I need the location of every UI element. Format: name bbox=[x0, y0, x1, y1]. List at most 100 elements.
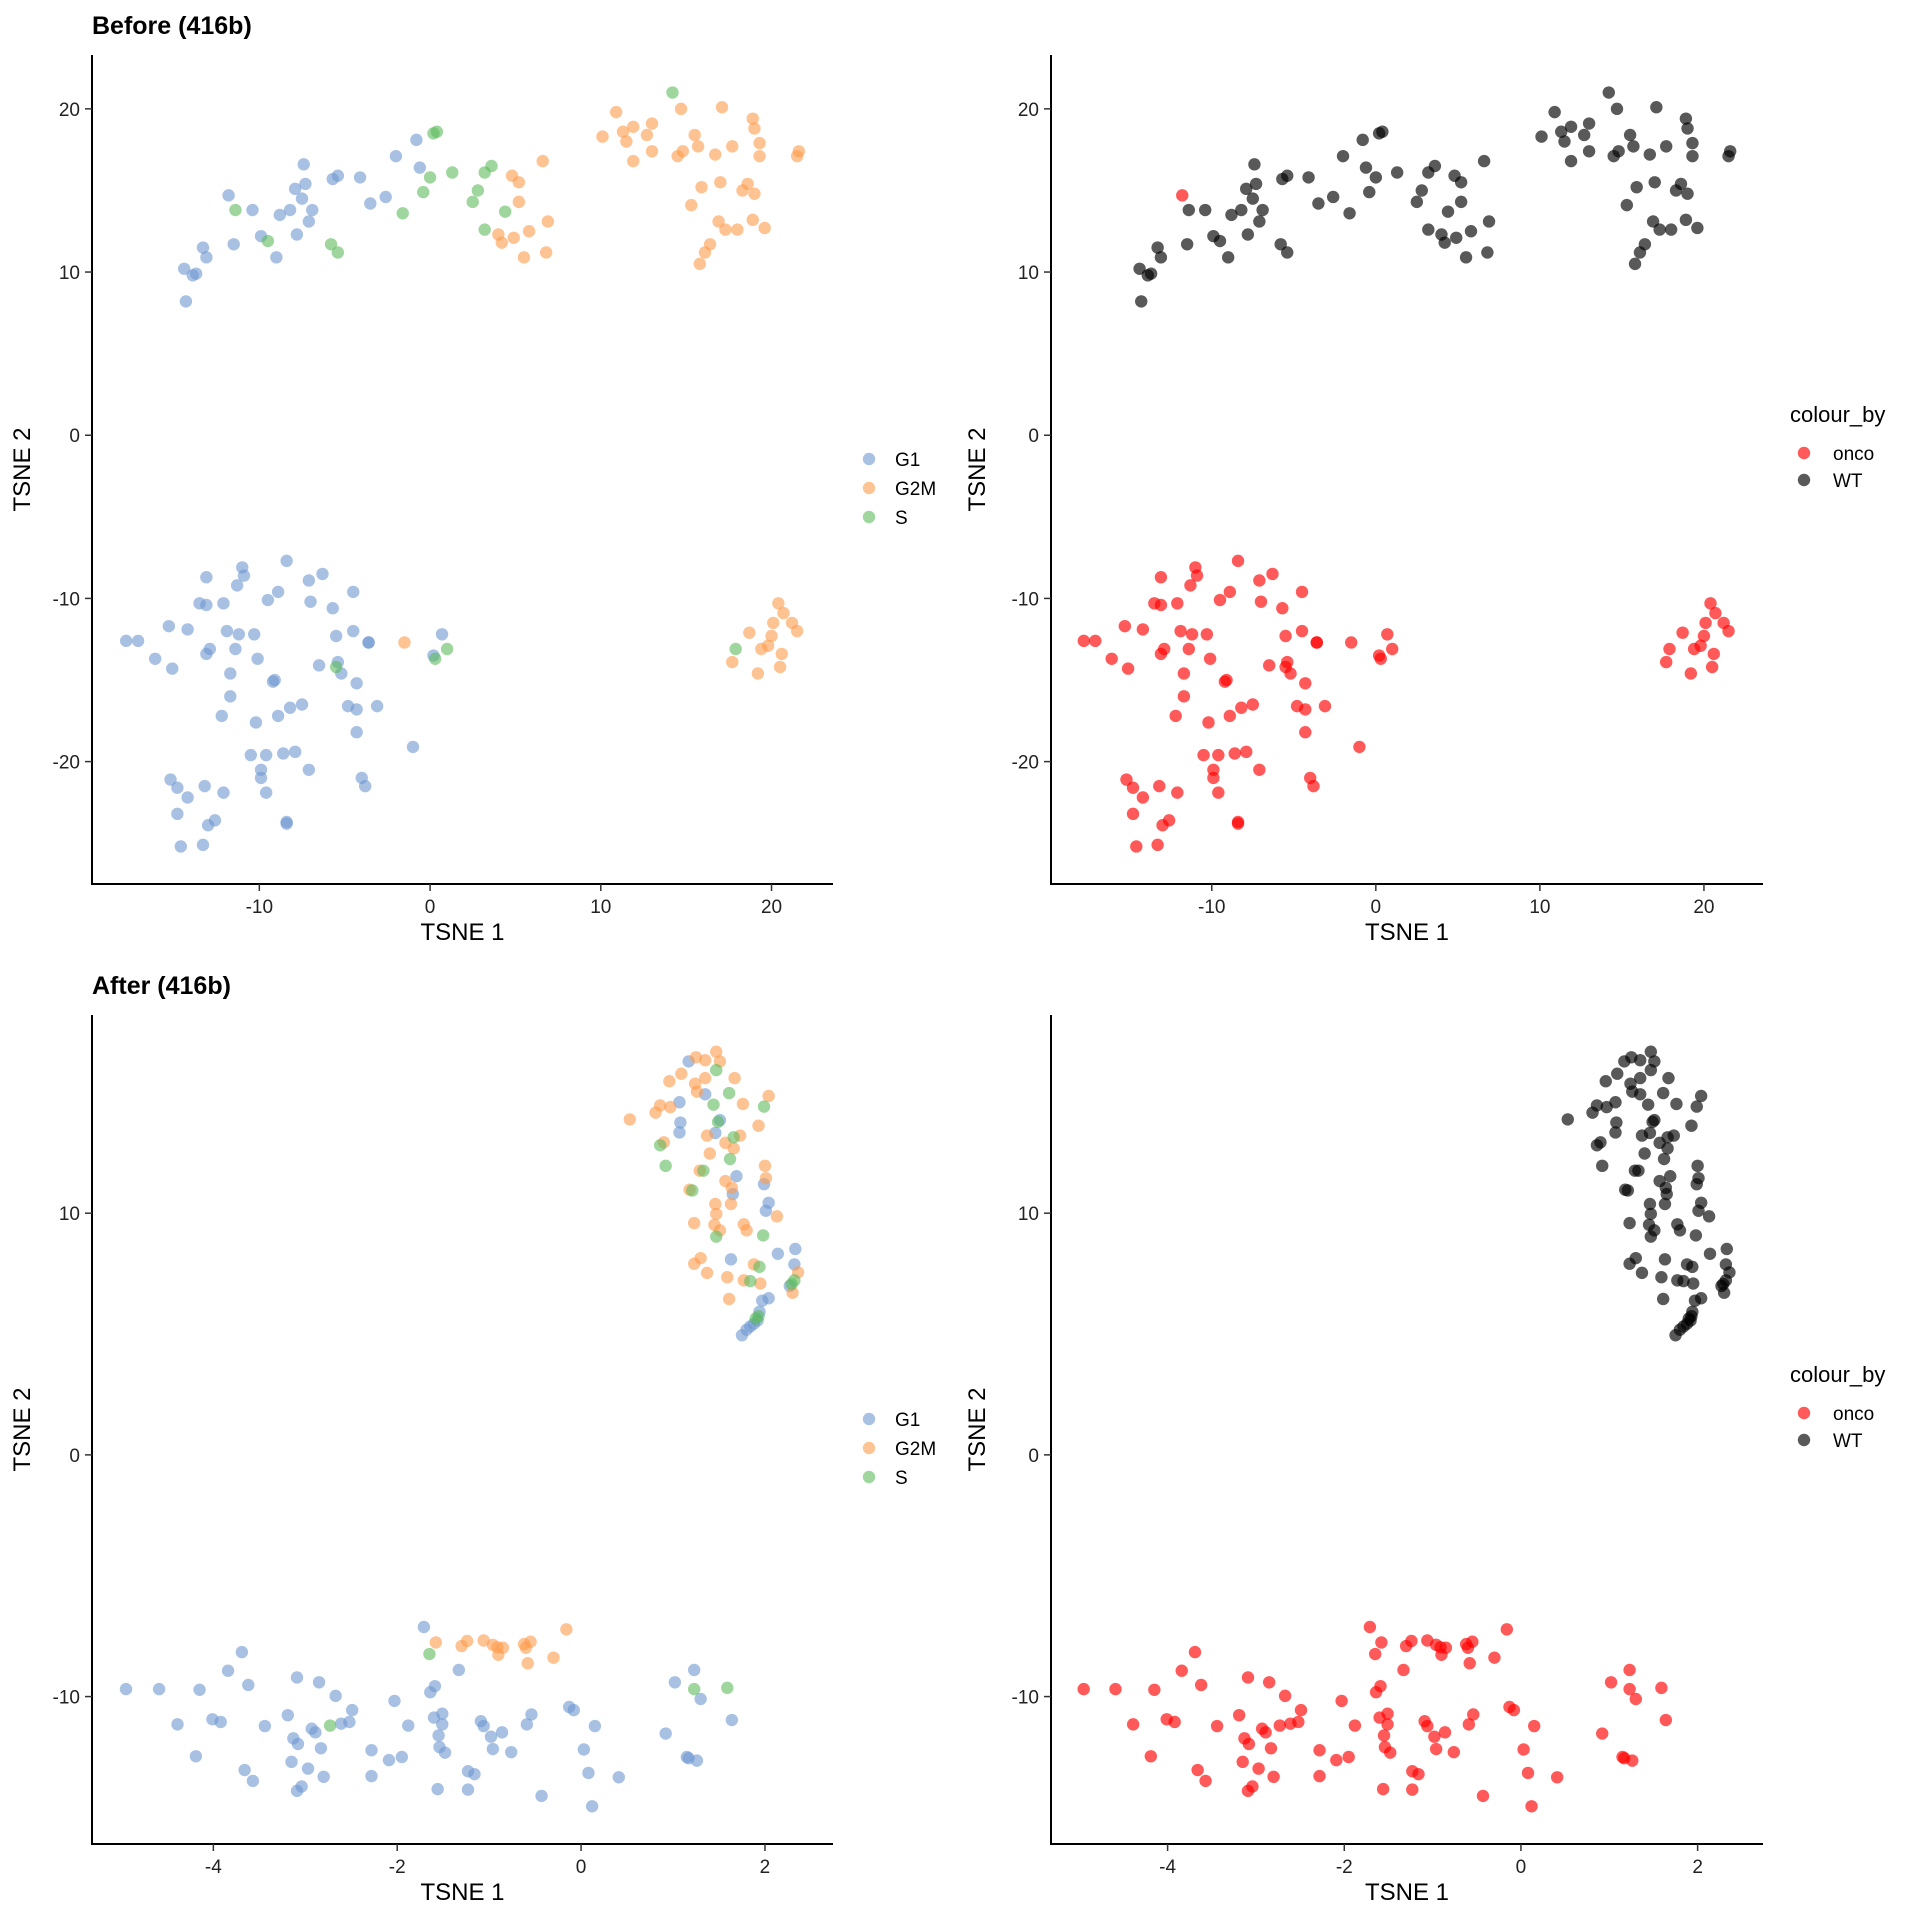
data-point bbox=[1635, 1266, 1649, 1280]
x-axis-label: TSNE 1 bbox=[420, 919, 504, 946]
data-point bbox=[1582, 145, 1596, 158]
data-point bbox=[270, 251, 283, 264]
data-point bbox=[752, 1309, 765, 1323]
data-point bbox=[1635, 1129, 1649, 1142]
data-point bbox=[1105, 652, 1118, 665]
legend-title: colour_by bbox=[1790, 1362, 1885, 1387]
data-point bbox=[1318, 699, 1332, 713]
data-point bbox=[1582, 117, 1596, 130]
data-point bbox=[1663, 642, 1676, 656]
data-point bbox=[1691, 1159, 1704, 1173]
data-point bbox=[1648, 176, 1661, 189]
data-point bbox=[1438, 236, 1451, 249]
data-point bbox=[261, 593, 275, 607]
data-point bbox=[331, 246, 345, 259]
data-point bbox=[406, 740, 420, 754]
data-point bbox=[1634, 1053, 1647, 1067]
data-point bbox=[200, 571, 213, 584]
data-point bbox=[196, 241, 210, 254]
scatter-panel-after-colour-by: -4 -2 0 2 -10 0 10 TSNE 1 TSNE 2 colour_by onco WT bbox=[960, 960, 1920, 1920]
data-point bbox=[645, 145, 659, 158]
data-point bbox=[1610, 102, 1624, 116]
data-point bbox=[258, 1719, 272, 1733]
data-point bbox=[1302, 171, 1315, 184]
data-point bbox=[273, 208, 287, 222]
data-point bbox=[1525, 1800, 1538, 1813]
data-point bbox=[653, 1139, 667, 1152]
data-point bbox=[1643, 148, 1657, 161]
data-point bbox=[119, 634, 133, 648]
data-point bbox=[1336, 149, 1350, 163]
data-point bbox=[1548, 105, 1561, 119]
data-point bbox=[1151, 838, 1164, 852]
data-point bbox=[1359, 161, 1373, 174]
data-point bbox=[1236, 1755, 1249, 1769]
data-point bbox=[1464, 225, 1478, 238]
data-point bbox=[1623, 1216, 1636, 1230]
y-axis-label: TSNE 2 bbox=[9, 1387, 36, 1471]
data-point bbox=[1686, 136, 1699, 150]
data-point bbox=[261, 234, 275, 248]
data-point bbox=[1441, 205, 1455, 218]
data-point bbox=[1343, 207, 1356, 220]
data-point bbox=[596, 130, 609, 143]
data-point bbox=[773, 660, 787, 674]
x-tick-label: -10 bbox=[1198, 897, 1225, 918]
data-point bbox=[1330, 1753, 1343, 1767]
data-point bbox=[171, 781, 184, 794]
data-point bbox=[244, 748, 257, 762]
data-point bbox=[1670, 1097, 1683, 1111]
data-point bbox=[664, 1100, 677, 1114]
data-point bbox=[1681, 122, 1694, 135]
data-point bbox=[1599, 1075, 1612, 1088]
series-onco bbox=[1077, 1620, 1673, 1813]
data-point bbox=[1292, 1715, 1305, 1729]
data-point bbox=[1190, 569, 1204, 582]
data-point bbox=[1126, 1718, 1140, 1731]
chart-svg: -10 0 10 20 -20 -10 0 10 20 TSNE 1 TSNE 2 colour_by… bbox=[964, 55, 1885, 946]
data-point bbox=[1377, 1729, 1391, 1742]
y-tick-label: -20 bbox=[53, 753, 80, 774]
data-point bbox=[1454, 195, 1468, 209]
data-point bbox=[217, 597, 230, 610]
data-point bbox=[700, 1129, 714, 1142]
data-point bbox=[1299, 703, 1312, 716]
y-tick-label: 10 bbox=[1018, 1204, 1039, 1225]
data-point bbox=[1390, 166, 1404, 179]
data-point bbox=[1681, 187, 1694, 200]
data-point bbox=[1281, 169, 1294, 182]
data-point bbox=[283, 701, 297, 714]
data-point bbox=[229, 203, 242, 217]
data-point bbox=[708, 148, 722, 161]
data-point bbox=[1223, 709, 1237, 723]
data-point bbox=[710, 1230, 723, 1243]
data-point bbox=[468, 1767, 481, 1781]
data-point bbox=[673, 1096, 686, 1109]
data-point bbox=[520, 1718, 534, 1731]
data-point bbox=[1564, 154, 1578, 168]
data-point bbox=[1450, 231, 1463, 244]
data-point bbox=[1213, 234, 1227, 248]
data-point bbox=[567, 1703, 580, 1717]
data-point bbox=[131, 634, 145, 648]
data-point bbox=[1477, 154, 1491, 168]
data-point bbox=[1348, 1719, 1362, 1732]
data-point bbox=[712, 215, 725, 228]
data-point bbox=[674, 102, 688, 116]
data-point bbox=[343, 1715, 356, 1729]
data-point bbox=[771, 1247, 785, 1260]
data-point bbox=[1466, 1635, 1479, 1648]
data-point bbox=[224, 667, 237, 680]
data-point bbox=[285, 1755, 298, 1769]
data-point bbox=[1673, 1224, 1687, 1237]
data-point bbox=[237, 569, 251, 582]
data-point bbox=[314, 1742, 328, 1755]
data-point bbox=[727, 1142, 740, 1155]
data-point bbox=[645, 117, 659, 130]
data-point bbox=[1246, 1780, 1259, 1793]
data-point bbox=[697, 1164, 710, 1177]
data-point bbox=[675, 1067, 688, 1080]
data-point bbox=[1653, 223, 1666, 236]
data-point bbox=[1232, 1708, 1246, 1722]
data-point bbox=[640, 128, 654, 142]
